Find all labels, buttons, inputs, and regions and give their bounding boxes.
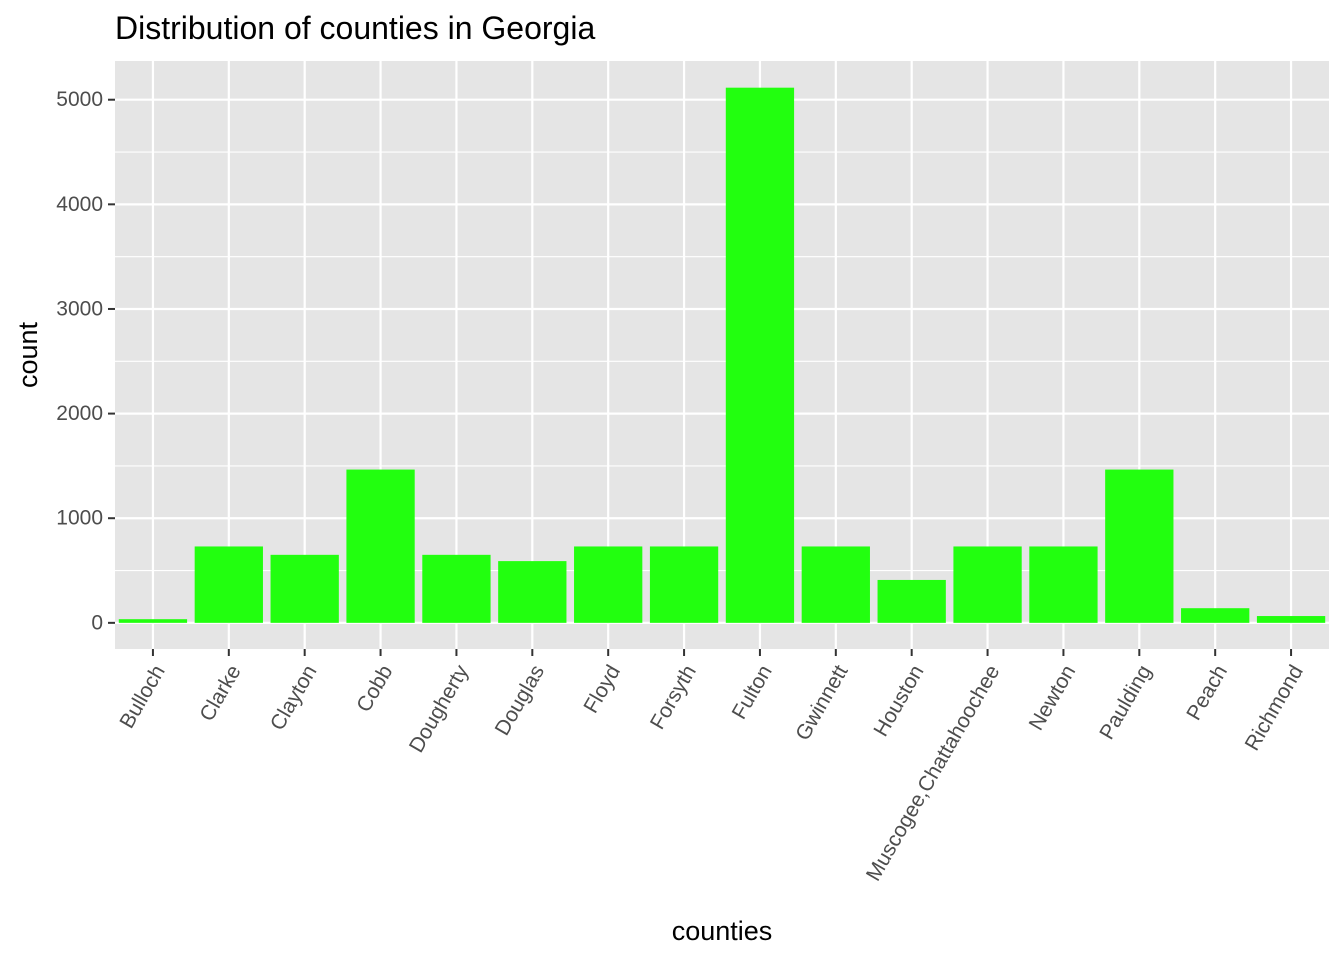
x-tick-label: Forsyth: [646, 661, 701, 733]
x-tick-label: Cobb: [352, 661, 397, 716]
x-tick-label: Newton: [1025, 661, 1081, 734]
x-axis-title: counties: [672, 916, 773, 946]
bar-newton: [1029, 546, 1098, 623]
x-tick-label: Houston: [869, 661, 928, 740]
x-tick-label: Richmond: [1241, 661, 1308, 754]
chart-title: Distribution of counties in Georgia: [115, 10, 595, 46]
x-tick-label: Dougherty: [405, 661, 474, 757]
bar-dougherty: [422, 554, 491, 623]
bar-forsyth: [649, 546, 719, 623]
y-axis: 0 1000 2000 3000 4000 5000: [56, 88, 115, 634]
bar-bulloch: [118, 619, 188, 623]
bar-gwinnett: [801, 546, 870, 623]
bar-floyd: [574, 546, 643, 623]
x-tick-label: Clarke: [195, 661, 245, 725]
x-tick-label: Floyd: [579, 661, 625, 717]
bar-clarke: [194, 546, 263, 623]
y-axis-title: count: [13, 321, 43, 388]
bar-peach: [1181, 608, 1250, 623]
bar-richmond: [1256, 616, 1326, 623]
bars: [118, 87, 1326, 623]
y-tick-label: 1000: [56, 507, 103, 530]
y-tick-label: 5000: [56, 88, 103, 111]
x-tick-label: Gwinnett: [791, 661, 852, 744]
y-tick-label: 3000: [56, 297, 103, 320]
y-tick-label: 2000: [56, 402, 103, 425]
bar-houston: [877, 579, 946, 623]
x-tick-label: Fulton: [728, 661, 777, 723]
x-tick-label: Muscogee,Chattahoochee: [862, 661, 1005, 885]
bar-fulton: [725, 87, 795, 623]
x-tick-label: Paulding: [1095, 661, 1156, 743]
bar-douglas: [498, 561, 567, 623]
x-tick-label: Peach: [1182, 661, 1232, 724]
y-tick-label: 0: [91, 611, 103, 634]
bar-paulding: [1105, 469, 1174, 623]
x-tick-label: Bulloch: [115, 661, 169, 732]
x-axis: Bulloch Clarke Clayton Cobb Dougherty Douglas…: [115, 649, 1308, 885]
bar-muscogee-chattahoochee: [953, 546, 1022, 623]
x-tick-label: Douglas: [491, 661, 549, 739]
x-tick-label: Clayton: [266, 661, 322, 734]
bar-cobb: [346, 469, 415, 623]
y-tick-label: 4000: [56, 193, 103, 216]
bar-clayton: [270, 554, 339, 623]
